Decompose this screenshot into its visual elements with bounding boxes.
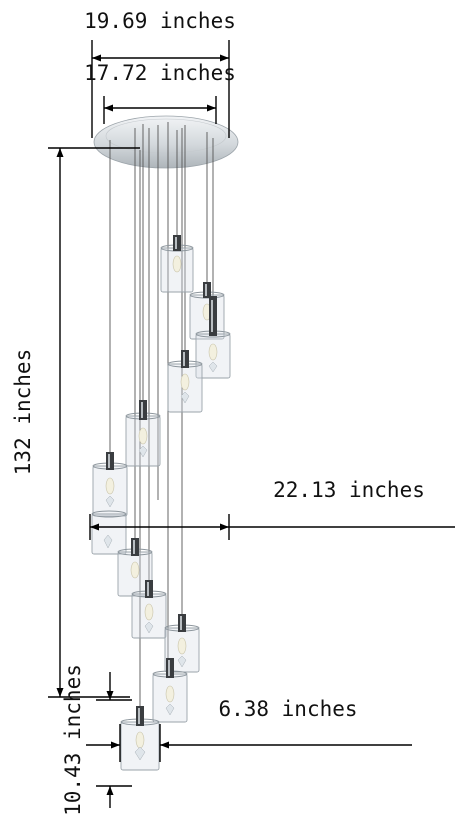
pendant-8 (117, 538, 153, 597)
pendant-5 (125, 400, 161, 467)
pendant-height-label: 10.43 inches (61, 664, 85, 816)
dimension-canopy-inner: 17.72 inches (84, 61, 236, 124)
pendant-12 (120, 706, 160, 771)
dimension-spread-width: 22.13 inches (89, 478, 455, 540)
pendant-9 (131, 580, 167, 639)
pendant-diameter-label: 6.38 inches (218, 697, 357, 721)
pendant-4 (167, 350, 203, 413)
canopy (93, 115, 239, 169)
pendant-7 (91, 510, 127, 555)
dimension-pendant-height: 10.43 inches (61, 664, 132, 816)
pendant-11 (152, 658, 188, 723)
overall-height-label: 132 inches (11, 349, 35, 475)
pendant-1 (160, 235, 194, 293)
canopy-diameter-label: 19.69 inches (84, 9, 236, 33)
dimension-overall-height: 132 inches (11, 147, 140, 698)
dimension-pendant-diameter: 6.38 inches (86, 697, 412, 762)
canopy-inner-label: 17.72 inches (84, 61, 236, 85)
spread-width-label: 22.13 inches (273, 478, 425, 502)
pendant-3 (195, 296, 231, 379)
pendant-2 (189, 282, 225, 340)
pendant-6 (92, 452, 128, 517)
dimension-canopy-diameter: 19.69 inches (84, 9, 236, 138)
